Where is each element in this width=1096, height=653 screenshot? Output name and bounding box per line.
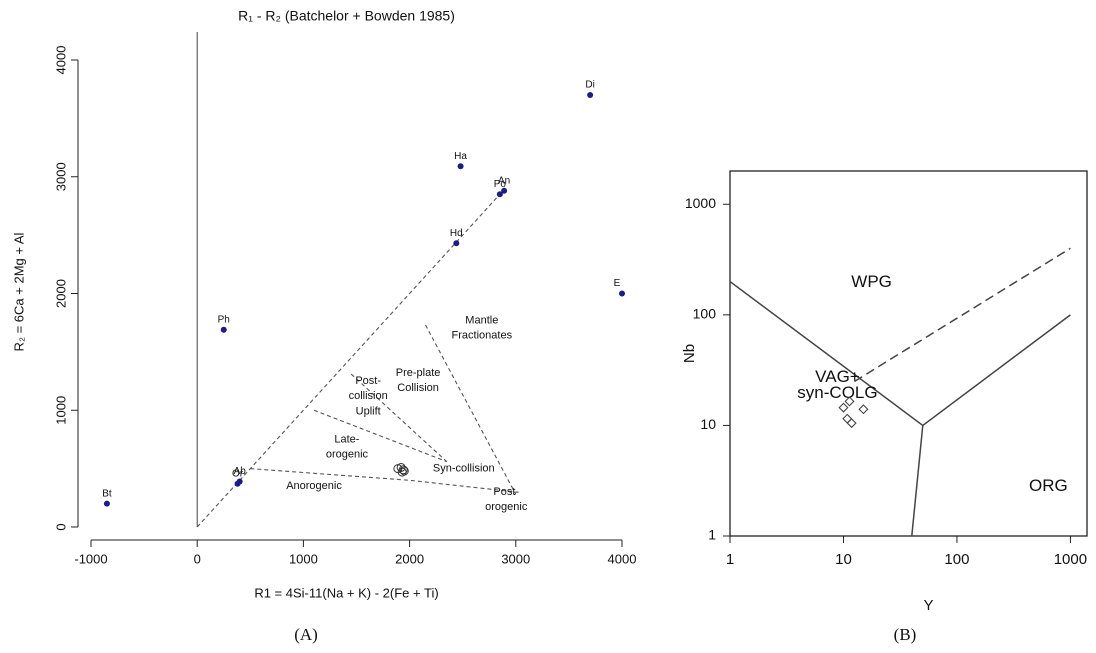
mineral-point xyxy=(501,187,508,194)
y-tick-label: 10 xyxy=(700,416,716,432)
mineral-point xyxy=(496,191,503,198)
mineral-point xyxy=(587,92,594,99)
y-tick-label: 0 xyxy=(53,523,68,530)
x-tick-label: 0 xyxy=(194,551,201,566)
point-label: Or xyxy=(232,468,244,479)
y-tick-label: 100 xyxy=(693,306,717,322)
point-label: Ab xyxy=(234,466,247,477)
dashed-boundary xyxy=(350,373,448,463)
sample-point xyxy=(399,466,409,476)
point-label: Di xyxy=(585,80,594,91)
x-tick-label: 10 xyxy=(835,551,852,568)
region-label: Post- xyxy=(355,375,381,387)
chart-title: R₁ - R₂ (Batchelor + Bowden 1985) xyxy=(238,8,455,24)
boundary-line xyxy=(911,425,924,537)
point-label: An xyxy=(498,175,510,186)
dashed-boundary xyxy=(313,409,447,463)
x-tick-label: 100 xyxy=(944,551,969,568)
region-label: VAG+ xyxy=(815,367,860,386)
mineral-point xyxy=(619,290,625,297)
region-label: Uplift xyxy=(356,405,381,417)
region-label: Fractionates xyxy=(452,329,513,341)
dashed-boundary xyxy=(196,193,501,528)
y-tick-label: 1 xyxy=(708,527,716,543)
dashed-boundary xyxy=(425,324,517,495)
mineral-point xyxy=(453,240,460,247)
sample-point xyxy=(397,467,407,477)
y-axis-label: Nb xyxy=(681,344,698,363)
x-tick-label: 1000 xyxy=(289,551,318,566)
region-label: Pre-plate xyxy=(396,367,441,379)
x-tick-label: 2000 xyxy=(395,551,424,566)
region-label: Post- xyxy=(493,486,519,498)
sample-diamond xyxy=(846,418,857,429)
dashed-boundary xyxy=(854,247,1071,383)
sample-diamond xyxy=(844,396,855,407)
point-label: E xyxy=(614,278,621,289)
plot-frame xyxy=(729,170,1088,537)
caption: (A) xyxy=(294,625,318,644)
region-label: WPG xyxy=(851,272,892,291)
sample-diamond xyxy=(858,404,869,415)
caption: (B) xyxy=(894,625,917,644)
region-label: ORG xyxy=(1029,476,1068,495)
x-tick-label: 1 xyxy=(726,551,734,568)
point-label: Hd xyxy=(450,228,463,239)
point-label: Ph xyxy=(218,314,230,325)
y-tick-label: 3000 xyxy=(53,162,68,191)
y-tick-label: 4000 xyxy=(53,46,68,75)
y-tick-label: 1000 xyxy=(685,195,716,211)
region-label: Collision xyxy=(397,382,439,394)
y-tick-label: 2000 xyxy=(53,279,68,308)
y-axis-label: R₂ = 6Ca + 2Mg + Al xyxy=(11,232,26,351)
mineral-point xyxy=(103,500,110,507)
region-label: Syn-collision xyxy=(433,463,495,475)
x-axis-label: R1 = 4Si-11(Na + K) - 2(Fe + Ti) xyxy=(254,585,438,600)
region-label: orogenic xyxy=(485,501,528,513)
region-label: Mantle xyxy=(465,314,498,326)
sample-diamond xyxy=(838,402,849,413)
mineral-point xyxy=(220,326,227,333)
x-tick-label: 4000 xyxy=(608,551,637,566)
x-tick-label: 3000 xyxy=(501,551,530,566)
x-tick-label: 1000 xyxy=(1054,551,1087,568)
mineral-point xyxy=(234,480,241,487)
x-tick-label: -1000 xyxy=(74,551,107,566)
point-label: Ha xyxy=(454,151,467,162)
region-label: Late- xyxy=(334,433,359,445)
point-label: Bt xyxy=(102,488,112,499)
region-label: orogenic xyxy=(326,449,369,461)
y-tick-label: 1000 xyxy=(53,396,68,425)
region-label: collision xyxy=(349,390,388,402)
region-label: Anorogenic xyxy=(286,480,342,492)
x-axis-label: Y xyxy=(923,597,933,614)
boundary-line xyxy=(729,280,1071,427)
region-label: syn-COLG xyxy=(797,383,877,402)
point-label: Po xyxy=(494,179,507,190)
mineral-point xyxy=(457,163,464,170)
